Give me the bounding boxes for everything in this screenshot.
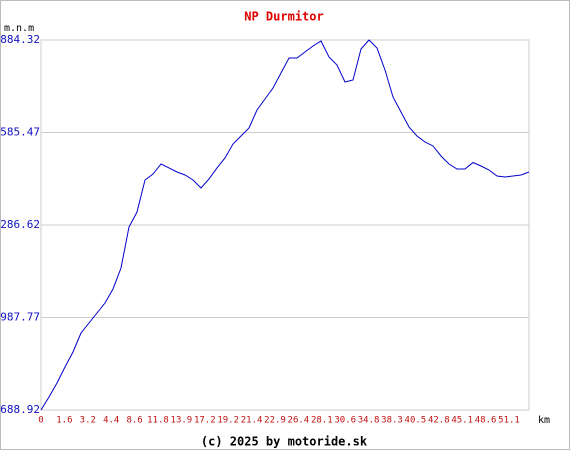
x-tick-label: 26.4 (288, 416, 310, 426)
x-tick-label: 51.1 (498, 416, 520, 426)
x-tick-label: 13.9 (171, 416, 193, 426)
x-tick-label: 4.4 (103, 416, 119, 426)
y-axis-label: m.n.m (4, 23, 34, 34)
elevation-line (40, 39, 530, 411)
x-tick-label: 19.2 (217, 416, 239, 426)
x-tick-label: 22.9 (264, 416, 286, 426)
x-tick-label: 40.5 (405, 416, 427, 426)
x-tick-label: 28.1 (311, 416, 333, 426)
x-tick-label: 8.6 (126, 416, 142, 426)
x-axis-unit: km (538, 415, 550, 426)
x-tick-label: 42.8 (428, 416, 450, 426)
x-tick-label: 34.8 (358, 416, 380, 426)
x-tick-label: 48.6 (475, 416, 497, 426)
footer: (c) 2025 by motoride.sk (201, 435, 368, 449)
chart-title: NP Durmitor (244, 10, 323, 24)
y-tick-label: 1286.62 (0, 218, 40, 231)
x-tick-label: 38.3 (381, 416, 403, 426)
x-tick-label: 30.6 (334, 416, 356, 426)
x-tick-label: 3.2 (80, 416, 96, 426)
y-tick-label: 987.77 (0, 311, 40, 324)
x-tick-label: 21.4 (241, 416, 263, 426)
x-tick-label: 1.6 (56, 416, 72, 426)
y-tick-label: 1585.47 (0, 126, 40, 139)
x-tick-label: 0 (38, 416, 43, 426)
y-tick-label: 1884.32 (0, 33, 40, 46)
x-tick-label: 11.8 (147, 416, 169, 426)
x-tick-label: 45.1 (451, 416, 473, 426)
y-tick-label: 688.92 (0, 403, 40, 416)
x-tick-label: 17.2 (194, 416, 216, 426)
